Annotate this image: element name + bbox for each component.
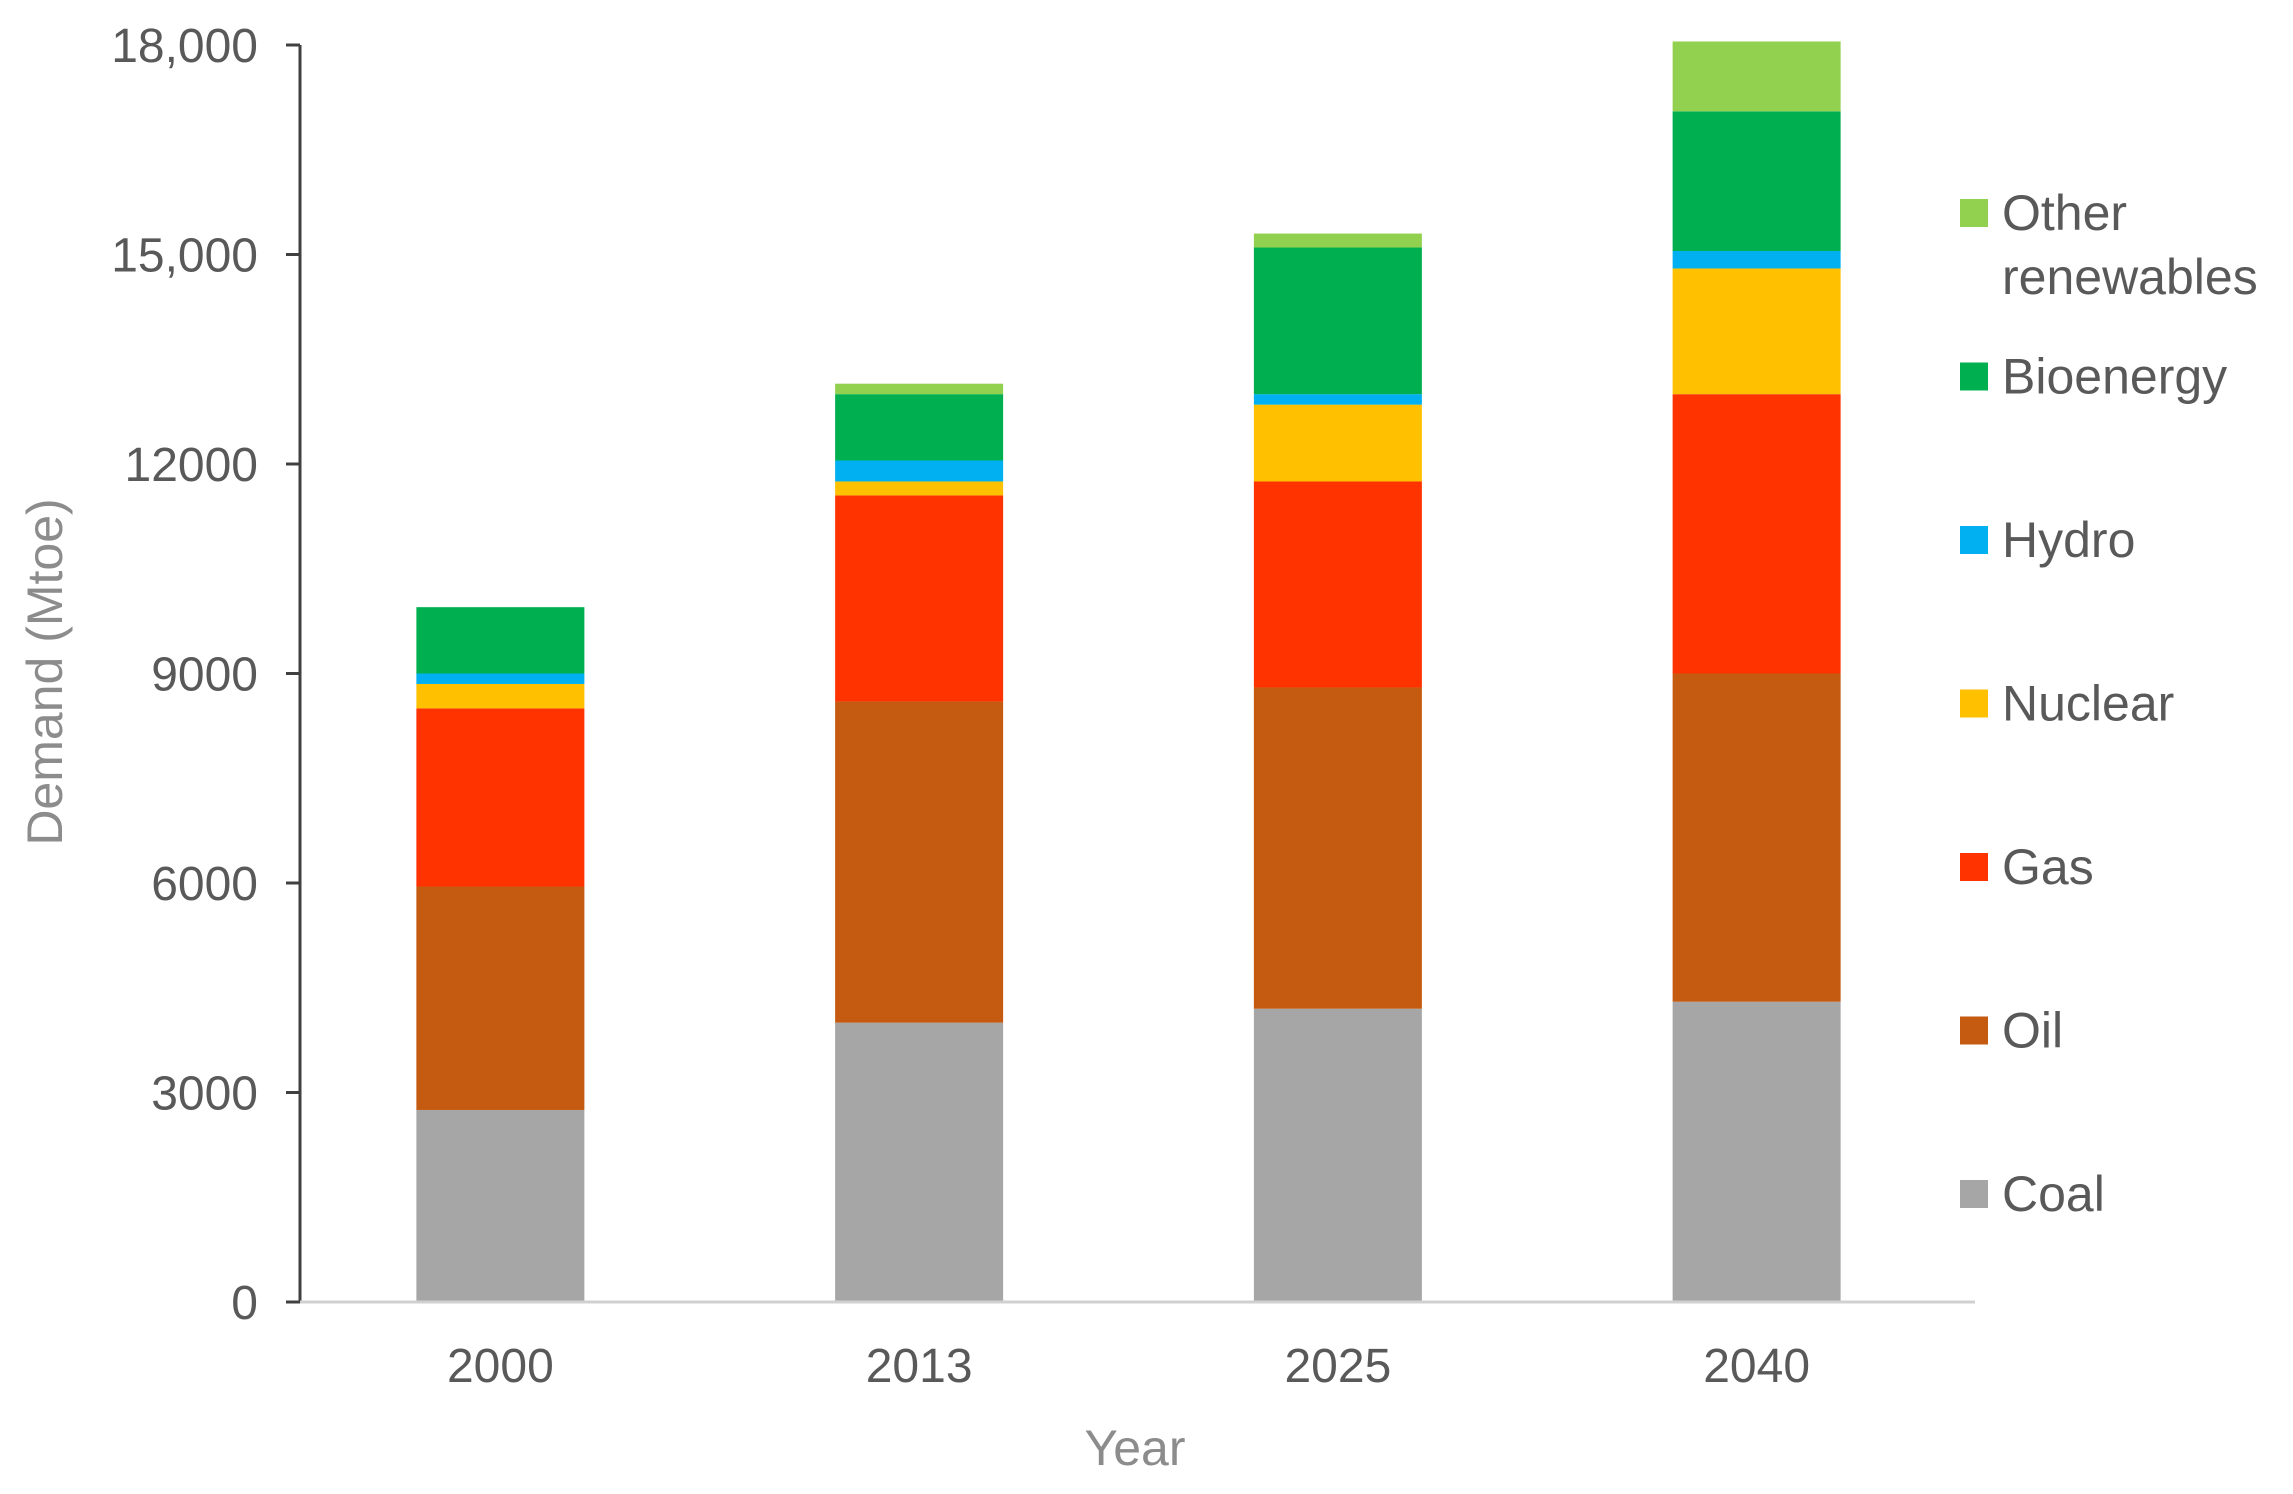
x-tick-label: 2025 bbox=[1284, 1340, 1391, 1393]
bar-segment-nuclear-2000 bbox=[416, 683, 585, 709]
y-tick-label: 6000 bbox=[151, 858, 258, 911]
legend-item-gas: Gas bbox=[1960, 839, 2094, 895]
legend-swatch bbox=[1960, 1016, 1988, 1045]
legend-swatch bbox=[1960, 853, 1988, 881]
y-tick-label: 9000 bbox=[151, 649, 258, 702]
bar-segment-oil-2025 bbox=[1253, 687, 1422, 1009]
bar-segment-gas-2040 bbox=[1672, 394, 1841, 674]
bar-segment-gas-2025 bbox=[1253, 481, 1422, 688]
legend-item-coal: Coal bbox=[1960, 1166, 2105, 1222]
bar-segment-other-renewables-2040 bbox=[1672, 41, 1841, 112]
legend-swatch bbox=[1960, 689, 1988, 718]
bar-segment-hydro-2000 bbox=[416, 673, 585, 684]
y-axis-title: Demand (Mtoe) bbox=[17, 498, 73, 845]
bar-segment-nuclear-2013 bbox=[835, 481, 1004, 496]
bar-segment-coal-2000 bbox=[416, 1109, 585, 1302]
y-tick-label: 18,000 bbox=[111, 20, 258, 73]
bar-segment-hydro-2013 bbox=[835, 460, 1004, 482]
bar-segment-bioenergy-2025 bbox=[1253, 247, 1422, 395]
legend-label: Coal bbox=[2002, 1166, 2105, 1222]
y-tick-label: 15,000 bbox=[111, 230, 258, 283]
bar-segment-nuclear-2025 bbox=[1253, 404, 1422, 482]
legend-swatch bbox=[1960, 362, 1988, 391]
bar-segment-oil-2040 bbox=[1672, 673, 1841, 1002]
bar-segment-nuclear-2040 bbox=[1672, 268, 1841, 395]
x-tick-label: 2000 bbox=[447, 1340, 554, 1393]
x-tick-label: 2013 bbox=[866, 1340, 973, 1393]
legend-item-bioenergy: Bioenergy bbox=[1960, 349, 2227, 405]
legend-item-hydro: Hydro bbox=[1960, 512, 2135, 568]
legend-label: Nuclear bbox=[2002, 676, 2174, 732]
legend-item-nuclear: Nuclear bbox=[1960, 676, 2174, 732]
legend: Other renewables Bioenergy Hydro Nuclear Gas O… bbox=[1960, 185, 2258, 1222]
x-axis-title: Year bbox=[1084, 1420, 1185, 1476]
bar-segment-oil-2000 bbox=[416, 886, 585, 1110]
legend-label: Hydro bbox=[2002, 512, 2135, 568]
bar-segment-hydro-2040 bbox=[1672, 251, 1841, 269]
bar-segment-gas-2000 bbox=[416, 708, 585, 887]
bar-segment-oil-2013 bbox=[835, 701, 1004, 1023]
bar-segment-coal-2040 bbox=[1672, 1001, 1841, 1302]
legend-label: Gas bbox=[2002, 839, 2094, 895]
y-tick-label: 0 bbox=[231, 1277, 258, 1330]
legend-item-oil: Oil bbox=[1960, 1003, 2063, 1059]
legend-item-other-renewables: Other renewables bbox=[1960, 185, 2258, 305]
y-tick-label: 3000 bbox=[151, 1068, 258, 1121]
bar-segment-coal-2013 bbox=[835, 1022, 1004, 1302]
bar-segment-bioenergy-2040 bbox=[1672, 111, 1841, 252]
bar-segment-bioenergy-2013 bbox=[835, 394, 1004, 461]
bar-segment-coal-2025 bbox=[1253, 1008, 1422, 1302]
legend-swatch bbox=[1960, 199, 1988, 227]
legend-label: Bioenergy bbox=[2002, 349, 2227, 405]
y-tick-label: 12000 bbox=[125, 439, 258, 492]
bar-segment-gas-2013 bbox=[835, 495, 1004, 702]
legend-swatch bbox=[1960, 526, 1988, 554]
legend-swatch bbox=[1960, 1180, 1988, 1208]
y-axis-ticks: 0 3000 6000 9000 12000 15,000 18,000 bbox=[111, 20, 300, 1330]
bar-segment-bioenergy-2000 bbox=[416, 607, 585, 674]
legend-label: Oil bbox=[2002, 1003, 2063, 1059]
bar-segment-hydro-2025 bbox=[1253, 394, 1422, 405]
x-axis-ticks: 2000 2013 2025 2040 bbox=[447, 1340, 1810, 1393]
bar-segment-other-renewables-2013 bbox=[835, 383, 1004, 395]
bars-group bbox=[416, 41, 1841, 1302]
legend-label: Other renewables bbox=[2002, 185, 2258, 305]
bar-segment-other-renewables-2025 bbox=[1253, 233, 1422, 248]
x-tick-label: 2040 bbox=[1703, 1340, 1810, 1393]
